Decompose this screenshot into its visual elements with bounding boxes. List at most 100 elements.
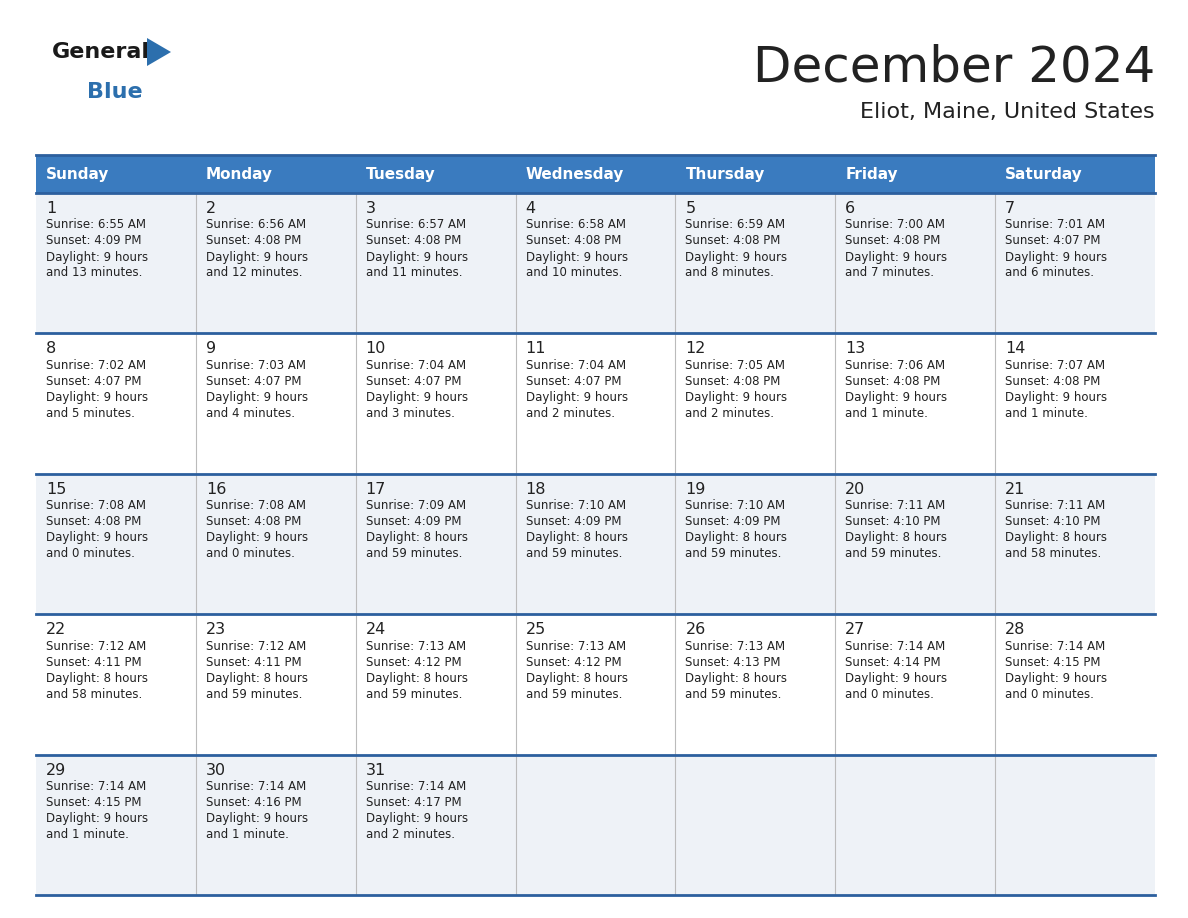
- Text: Daylight: 9 hours: Daylight: 9 hours: [46, 251, 148, 263]
- Text: and 8 minutes.: and 8 minutes.: [685, 266, 775, 279]
- Text: Sunset: 4:08 PM: Sunset: 4:08 PM: [46, 515, 141, 528]
- Text: Daylight: 9 hours: Daylight: 9 hours: [525, 391, 627, 404]
- Text: 9: 9: [206, 341, 216, 356]
- Text: 8: 8: [46, 341, 56, 356]
- Text: Daylight: 9 hours: Daylight: 9 hours: [846, 251, 947, 263]
- Text: Sunrise: 7:04 AM: Sunrise: 7:04 AM: [366, 359, 466, 372]
- Text: Sunset: 4:09 PM: Sunset: 4:09 PM: [525, 515, 621, 528]
- Text: Sunday: Sunday: [46, 166, 109, 182]
- Text: Daylight: 9 hours: Daylight: 9 hours: [846, 391, 947, 404]
- Text: Sunset: 4:11 PM: Sunset: 4:11 PM: [206, 655, 302, 668]
- Text: 23: 23: [206, 622, 226, 637]
- Text: Sunset: 4:07 PM: Sunset: 4:07 PM: [525, 375, 621, 388]
- Text: Sunset: 4:08 PM: Sunset: 4:08 PM: [846, 234, 941, 248]
- Text: Wednesday: Wednesday: [525, 166, 624, 182]
- Text: Sunset: 4:12 PM: Sunset: 4:12 PM: [366, 655, 461, 668]
- Bar: [996, 155, 1155, 193]
- Text: Monday: Monday: [206, 166, 273, 182]
- Text: Daylight: 9 hours: Daylight: 9 hours: [366, 391, 468, 404]
- Text: Sunset: 4:16 PM: Sunset: 4:16 PM: [206, 796, 302, 809]
- Bar: [196, 155, 355, 193]
- Text: and 5 minutes.: and 5 minutes.: [46, 407, 135, 420]
- Text: Daylight: 9 hours: Daylight: 9 hours: [366, 251, 468, 263]
- Text: Sunrise: 7:07 AM: Sunrise: 7:07 AM: [1005, 359, 1105, 372]
- Text: and 3 minutes.: and 3 minutes.: [366, 407, 455, 420]
- Text: and 11 minutes.: and 11 minutes.: [366, 266, 462, 279]
- Text: Sunrise: 7:08 AM: Sunrise: 7:08 AM: [206, 499, 305, 512]
- Text: Daylight: 9 hours: Daylight: 9 hours: [685, 391, 788, 404]
- Text: Sunset: 4:08 PM: Sunset: 4:08 PM: [206, 515, 302, 528]
- Text: Daylight: 8 hours: Daylight: 8 hours: [525, 532, 627, 544]
- Text: and 1 minute.: and 1 minute.: [206, 828, 289, 841]
- Text: and 4 minutes.: and 4 minutes.: [206, 407, 295, 420]
- Text: Sunrise: 7:08 AM: Sunrise: 7:08 AM: [46, 499, 146, 512]
- Text: Sunset: 4:15 PM: Sunset: 4:15 PM: [1005, 655, 1100, 668]
- Text: Sunset: 4:08 PM: Sunset: 4:08 PM: [525, 234, 621, 248]
- Bar: [835, 155, 996, 193]
- Bar: [36, 333, 1155, 474]
- Text: Sunrise: 7:11 AM: Sunrise: 7:11 AM: [1005, 499, 1105, 512]
- Bar: [676, 155, 835, 193]
- Text: Sunset: 4:08 PM: Sunset: 4:08 PM: [206, 234, 302, 248]
- Text: Sunset: 4:10 PM: Sunset: 4:10 PM: [846, 515, 941, 528]
- Text: 30: 30: [206, 763, 226, 778]
- Text: Sunrise: 7:06 AM: Sunrise: 7:06 AM: [846, 359, 946, 372]
- Text: 4: 4: [525, 201, 536, 216]
- Text: Sunset: 4:13 PM: Sunset: 4:13 PM: [685, 655, 781, 668]
- Text: Sunrise: 6:57 AM: Sunrise: 6:57 AM: [366, 218, 466, 231]
- Text: Sunrise: 6:58 AM: Sunrise: 6:58 AM: [525, 218, 626, 231]
- Text: Tuesday: Tuesday: [366, 166, 436, 182]
- Text: 22: 22: [46, 622, 67, 637]
- Text: and 12 minutes.: and 12 minutes.: [206, 266, 303, 279]
- Text: Sunset: 4:15 PM: Sunset: 4:15 PM: [46, 796, 141, 809]
- Bar: [516, 155, 676, 193]
- Bar: [36, 614, 1155, 755]
- Text: Sunrise: 7:14 AM: Sunrise: 7:14 AM: [366, 780, 466, 793]
- Bar: [36, 155, 196, 193]
- Polygon shape: [147, 38, 171, 66]
- Text: Daylight: 9 hours: Daylight: 9 hours: [366, 812, 468, 825]
- Bar: [36, 755, 1155, 895]
- Text: 13: 13: [846, 341, 866, 356]
- Text: and 58 minutes.: and 58 minutes.: [46, 688, 143, 700]
- Text: 3: 3: [366, 201, 375, 216]
- Text: Daylight: 8 hours: Daylight: 8 hours: [206, 672, 308, 685]
- Text: 14: 14: [1005, 341, 1025, 356]
- Text: 18: 18: [525, 482, 546, 497]
- Text: Sunrise: 7:14 AM: Sunrise: 7:14 AM: [46, 780, 146, 793]
- Text: Sunrise: 7:13 AM: Sunrise: 7:13 AM: [685, 640, 785, 653]
- Text: and 59 minutes.: and 59 minutes.: [685, 547, 782, 560]
- Text: Daylight: 9 hours: Daylight: 9 hours: [1005, 391, 1107, 404]
- Text: Blue: Blue: [87, 82, 143, 102]
- Text: Daylight: 9 hours: Daylight: 9 hours: [685, 251, 788, 263]
- Text: Sunset: 4:07 PM: Sunset: 4:07 PM: [1005, 234, 1100, 248]
- Text: Daylight: 9 hours: Daylight: 9 hours: [846, 672, 947, 685]
- Text: and 58 minutes.: and 58 minutes.: [1005, 547, 1101, 560]
- Text: Sunset: 4:07 PM: Sunset: 4:07 PM: [206, 375, 302, 388]
- Text: Daylight: 8 hours: Daylight: 8 hours: [366, 532, 468, 544]
- Text: Daylight: 8 hours: Daylight: 8 hours: [366, 672, 468, 685]
- Text: Sunset: 4:10 PM: Sunset: 4:10 PM: [1005, 515, 1100, 528]
- Text: Sunrise: 7:14 AM: Sunrise: 7:14 AM: [846, 640, 946, 653]
- Text: Daylight: 8 hours: Daylight: 8 hours: [1005, 532, 1107, 544]
- Text: 27: 27: [846, 622, 866, 637]
- Text: Daylight: 9 hours: Daylight: 9 hours: [1005, 251, 1107, 263]
- Text: and 0 minutes.: and 0 minutes.: [846, 688, 934, 700]
- Text: Sunrise: 7:01 AM: Sunrise: 7:01 AM: [1005, 218, 1105, 231]
- Text: Sunrise: 7:13 AM: Sunrise: 7:13 AM: [366, 640, 466, 653]
- Text: 10: 10: [366, 341, 386, 356]
- Text: and 2 minutes.: and 2 minutes.: [685, 407, 775, 420]
- Text: Eliot, Maine, United States: Eliot, Maine, United States: [860, 102, 1155, 122]
- Text: 1: 1: [46, 201, 56, 216]
- Text: and 2 minutes.: and 2 minutes.: [525, 407, 614, 420]
- Text: Sunset: 4:07 PM: Sunset: 4:07 PM: [366, 375, 461, 388]
- Text: 7: 7: [1005, 201, 1016, 216]
- Text: 6: 6: [846, 201, 855, 216]
- Text: and 0 minutes.: and 0 minutes.: [46, 547, 135, 560]
- Text: Sunset: 4:08 PM: Sunset: 4:08 PM: [846, 375, 941, 388]
- Text: and 2 minutes.: and 2 minutes.: [366, 828, 455, 841]
- Text: Friday: Friday: [846, 166, 898, 182]
- Text: Sunrise: 7:12 AM: Sunrise: 7:12 AM: [206, 640, 307, 653]
- Text: Sunrise: 7:12 AM: Sunrise: 7:12 AM: [46, 640, 146, 653]
- Text: Sunrise: 6:59 AM: Sunrise: 6:59 AM: [685, 218, 785, 231]
